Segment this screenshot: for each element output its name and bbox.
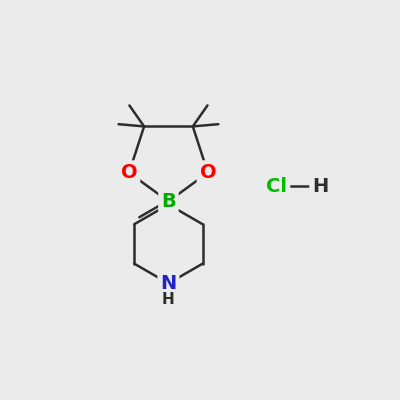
Text: H: H (162, 292, 175, 308)
Text: H: H (312, 177, 328, 196)
Text: Cl: Cl (266, 177, 288, 196)
Text: B: B (161, 192, 176, 211)
Text: O: O (121, 163, 137, 182)
Text: N: N (160, 274, 176, 293)
Text: O: O (200, 163, 216, 182)
